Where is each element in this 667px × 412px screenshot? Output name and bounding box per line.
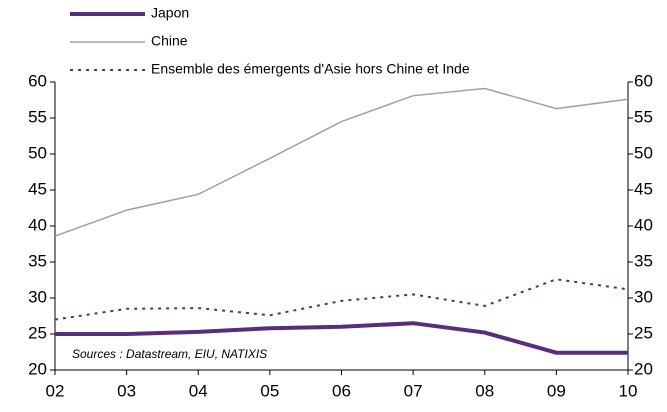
y-tick-label: 30 <box>28 287 47 306</box>
x-tick-label: 04 <box>189 381 208 400</box>
y-tick-label: 50 <box>28 143 47 162</box>
legend-label: Ensemble des émergents d'Asie hors Chine… <box>151 61 470 77</box>
y-tick-label: 45 <box>28 179 47 198</box>
y2-tick-label: 45 <box>634 179 653 198</box>
legend-label: Japon <box>151 5 189 21</box>
y-tick-label: 25 <box>28 323 47 342</box>
x-tick-label: 10 <box>619 381 638 400</box>
y2-tick-label: 30 <box>634 287 653 306</box>
y-tick-label: 35 <box>28 251 47 270</box>
x-tick-label: 09 <box>547 381 566 400</box>
legend-label: Chine <box>151 33 188 49</box>
x-tick-label: 08 <box>475 381 494 400</box>
y2-tick-label: 40 <box>634 215 653 234</box>
y-tick-label: 20 <box>28 359 47 378</box>
y2-tick-label: 25 <box>634 323 653 342</box>
x-tick-label: 07 <box>404 381 423 400</box>
x-tick-label: 06 <box>332 381 351 400</box>
y2-tick-label: 50 <box>634 143 653 162</box>
series-line <box>54 278 629 321</box>
y-tick-label: 60 <box>28 71 47 90</box>
x-tick-label: 03 <box>117 381 136 400</box>
y2-tick-label: 60 <box>634 71 653 90</box>
annotation: Sources : Datastream, EIU, NATIXIS <box>72 347 267 361</box>
x-tick-label: 05 <box>260 381 279 400</box>
x-tick-label: 02 <box>46 381 65 400</box>
y-tick-label: 40 <box>28 215 47 234</box>
y2-tick-label: 55 <box>634 107 653 126</box>
y2-tick-label: 20 <box>634 359 653 378</box>
y2-tick-label: 35 <box>634 251 653 270</box>
series-line <box>55 321 628 355</box>
series-line <box>54 87 629 237</box>
y-tick-label: 55 <box>28 107 47 126</box>
